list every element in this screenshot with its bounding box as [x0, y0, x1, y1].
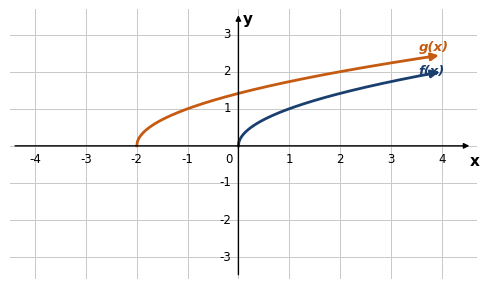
Text: x: x: [470, 154, 480, 169]
Text: g(x): g(x): [419, 41, 449, 54]
Text: -4: -4: [29, 153, 41, 166]
Text: -2: -2: [131, 153, 143, 166]
Text: -2: -2: [219, 213, 231, 227]
Text: -1: -1: [219, 177, 231, 190]
Text: 1: 1: [285, 153, 293, 166]
Text: 3: 3: [224, 28, 231, 41]
Text: 1: 1: [224, 102, 231, 115]
Text: -1: -1: [182, 153, 193, 166]
Text: 2: 2: [337, 153, 344, 166]
Text: 0: 0: [225, 153, 232, 166]
Text: y: y: [243, 12, 253, 26]
Text: -3: -3: [219, 251, 231, 264]
Text: 3: 3: [387, 153, 394, 166]
Text: f(x): f(x): [419, 65, 445, 78]
Text: -3: -3: [80, 153, 92, 166]
Text: 2: 2: [224, 65, 231, 78]
Text: 4: 4: [438, 153, 446, 166]
